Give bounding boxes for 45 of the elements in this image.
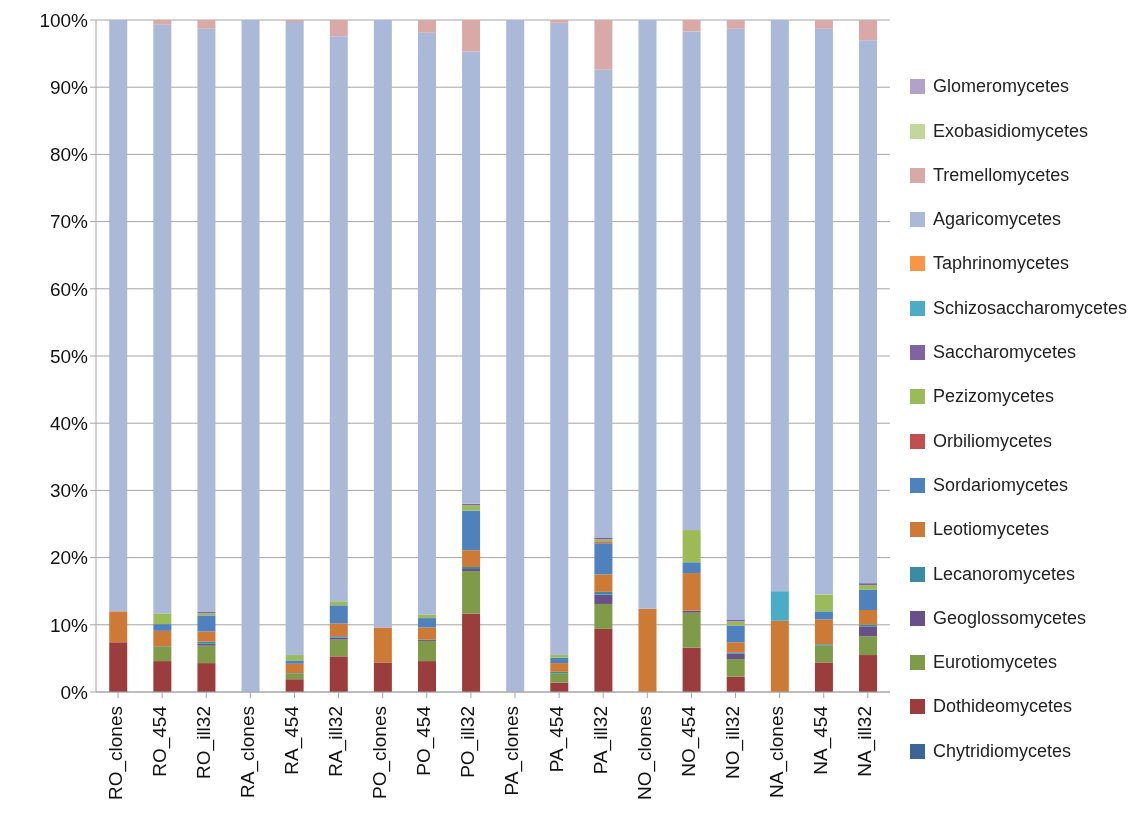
legend-label: Taphrinomycetes bbox=[932, 253, 1069, 275]
x-tick-label: NA_clones bbox=[766, 706, 789, 798]
y-tick-label: 90% bbox=[49, 76, 89, 98]
x-tick-label: PA_ill32 bbox=[589, 706, 612, 775]
legend-label: Eurotiomycetes bbox=[932, 652, 1057, 674]
y-tick-label: 60% bbox=[49, 278, 89, 300]
x-tick-label: NO_clones bbox=[633, 706, 656, 800]
legend-label: Saccharomycetes bbox=[932, 342, 1076, 364]
y-tick-label: 100% bbox=[39, 9, 89, 31]
x-tick-label: NO_454 bbox=[677, 705, 700, 777]
x-tick-label: RO_ill32 bbox=[192, 706, 215, 779]
x-tick-label: NA_ill32 bbox=[854, 706, 877, 777]
y-tick-label: 30% bbox=[49, 480, 89, 502]
x-tick-label: RA_clones bbox=[236, 706, 259, 798]
x-tick-label: PA_clones bbox=[501, 706, 524, 796]
y-tick-label: 10% bbox=[49, 614, 89, 636]
legend-label: Pezizomycetes bbox=[932, 386, 1054, 408]
legend-label: Agaricomycetes bbox=[932, 209, 1061, 231]
y-tick-label: 20% bbox=[49, 547, 89, 569]
x-tick-label: NA_454 bbox=[810, 705, 833, 775]
legend-label: Chytridiomycetes bbox=[932, 740, 1071, 762]
y-tick-label: 50% bbox=[49, 345, 89, 367]
legend-label: Dothideomycetes bbox=[932, 696, 1072, 718]
x-tick-label: NO_ill32 bbox=[722, 706, 745, 779]
x-tick-label: PO_clones bbox=[369, 706, 392, 799]
y-tick-label: 80% bbox=[49, 144, 89, 166]
y-tick-label: 70% bbox=[49, 211, 89, 233]
legend-label: Geoglossomycetes bbox=[932, 607, 1086, 629]
y-tick-label: 40% bbox=[49, 412, 89, 434]
x-tick-label: RO_454 bbox=[148, 705, 171, 777]
x-tick-label: RA_454 bbox=[280, 705, 303, 775]
legend-label: Orbiliomycetes bbox=[932, 430, 1052, 452]
x-tick-label: RO_clones bbox=[104, 706, 127, 800]
legend-label: Tremellomycetes bbox=[932, 164, 1070, 186]
x-tick-label: RA_ill32 bbox=[325, 706, 348, 777]
x-tick-label: PO_ill32 bbox=[457, 706, 480, 778]
y-tick-label: 0% bbox=[60, 681, 89, 703]
legend-label: Glomeromycetes bbox=[932, 76, 1069, 98]
x-tick-label: PO_454 bbox=[413, 705, 436, 776]
legend-label: Schizosaccharomycetes bbox=[932, 297, 1127, 319]
legend-label: Lecanoromycetes bbox=[932, 563, 1075, 585]
x-tick-label: PA_454 bbox=[545, 705, 568, 773]
legend-label: Exobasidiomycetes bbox=[932, 120, 1088, 142]
legend-label: Sordariomycetes bbox=[932, 474, 1068, 496]
legend-label: Leotiomycetes bbox=[932, 519, 1049, 541]
